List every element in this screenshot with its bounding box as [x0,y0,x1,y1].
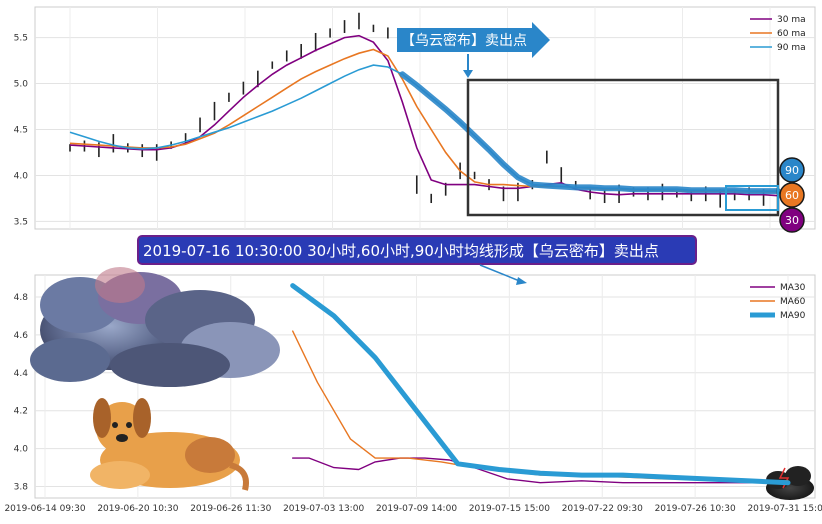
bottom-x-tick-label: 2019-07-22 09:30 [562,504,643,514]
ma-markers: 90 60 30 [779,157,805,233]
ma-marker-circle [779,207,805,233]
bottom-series-MA90 [290,283,791,486]
bottom-x-tick-label: 2019-07-31 15:00 [747,504,822,514]
bottom-y-ticks: 3.8 4.0 4.2 4.4 4.6 4.8 [14,293,29,493]
bottom-y-tick-label: 4.4 [14,369,29,379]
bottom-ma-series [290,283,791,486]
top-y-ticks: 3.5 4.0 4.5 5.0 5.5 [14,34,29,228]
bottom-x-tick-label: 2019-07-03 13:00 [283,504,364,514]
sell-point-callout-label: 【乌云密布】卖出点 [401,32,527,49]
bottom-x-tick-label: 2019-06-14 09:30 [4,504,85,514]
signal-region-box [466,78,780,217]
bottom-x-tick-label: 2019-06-26 11:30 [190,504,271,514]
bottom-legend-label: MA90 [780,311,806,321]
ma-marker-circle [779,182,805,208]
top-legend-label: 60 ma [777,29,806,39]
ma90-highlight-line [399,71,781,195]
bottom-legend: MA30 MA60 MA90 [750,283,806,321]
top-y-tick-label: 4.5 [14,125,28,135]
signal-banner: 2019-07-16 10:30:00 30小时,60小时,90小时均线形成【乌… [137,235,697,285]
top-series-30-ma [69,34,779,197]
bottom-x-tick-label: 2019-07-15 15:00 [469,504,550,514]
sell-point-callout: 【乌云密布】卖出点 [397,22,550,78]
bottom-x-tick-label: 2019-07-26 10:30 [655,504,736,514]
storm-cloud-illustration [30,267,280,387]
top-legend-label: 30 ma [777,15,806,25]
top-y-tick-label: 3.5 [14,217,28,227]
bottom-y-tick-label: 4.8 [14,293,29,303]
dog-illustration [90,398,249,491]
bottom-y-tick-label: 4.2 [14,407,28,417]
ma90-highlight [399,71,781,195]
ma-marker-label: 90 [785,164,799,177]
bottom-y-tick-label: 4.6 [14,331,29,341]
top-y-tick-label: 5.0 [14,80,29,90]
top-y-tick-label: 4.0 [14,171,29,181]
ma-marker-circle [779,157,805,183]
bottom-y-tick-label: 3.8 [14,483,29,493]
top-y-tick-label: 5.5 [14,34,28,44]
signal-end-box [725,185,779,211]
bottom-legend-label: MA60 [780,297,806,307]
top-grid [35,7,815,229]
signal-banner-text: 2019-07-16 10:30:00 30小时,60小时,90小时均线形成【乌… [143,242,659,260]
top-legend: 30 ma 60 ma 90 ma [750,15,806,53]
bottom-legend-label: MA30 [780,283,806,293]
ma-marker-label: 60 [785,189,799,202]
bottom-y-tick-label: 4.0 [14,445,29,455]
ma-marker-label: 30 [785,214,799,227]
bottom-x-ticks: 2019-06-14 09:30 2019-06-20 10:30 2019-06-… [4,504,822,514]
top-legend-label: 90 ma [777,43,806,53]
bottom-x-tick-label: 2019-07-09 14:00 [376,504,457,514]
bottom-x-tick-label: 2019-06-20 10:30 [97,504,178,514]
